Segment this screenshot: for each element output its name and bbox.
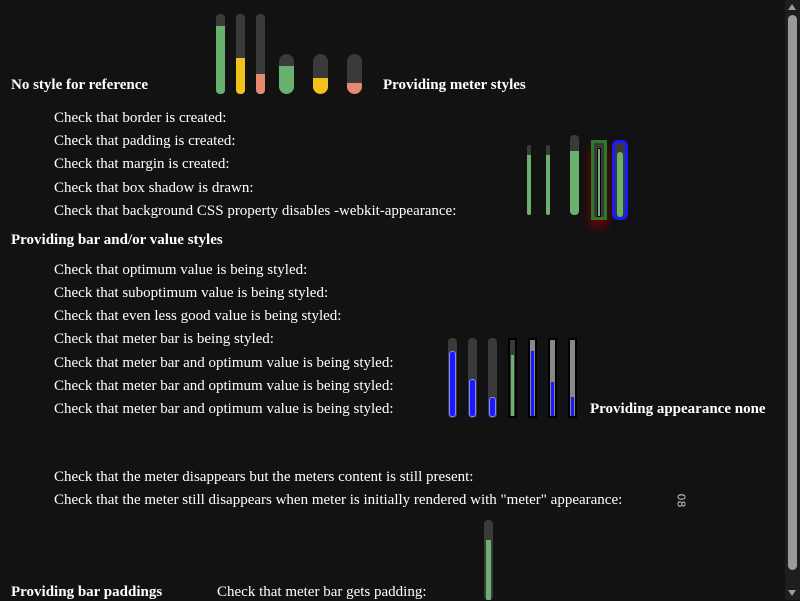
check-background: Check that background CSS property disab… bbox=[54, 203, 457, 219]
check-bar-padding: Check that meter bar gets padding: bbox=[217, 584, 427, 600]
heading-appearance-none: Providing appearance none bbox=[590, 401, 766, 417]
check-suboptimum: Check that suboptimum value is being sty… bbox=[54, 285, 329, 301]
check-meter-still-disappears: Check that the meter still disappears wh… bbox=[54, 492, 623, 508]
meter-padding bbox=[546, 145, 550, 215]
meter-margin bbox=[570, 135, 579, 215]
meter-bv-bar-optimum-1 bbox=[528, 338, 537, 418]
meter-bar-padding bbox=[484, 520, 493, 600]
meter-box-shadow bbox=[591, 140, 607, 220]
scroll-thumb[interactable] bbox=[788, 15, 797, 570]
meter-styled-suboptimum bbox=[313, 54, 328, 94]
heading-no-style: No style for reference bbox=[11, 77, 149, 93]
meter-bv-optimum bbox=[448, 338, 457, 418]
meter-content-text: 08 bbox=[674, 493, 688, 508]
check-meter-bar: Check that meter bar is being styled: bbox=[54, 331, 274, 347]
meter-reference-suboptimum bbox=[236, 14, 245, 94]
meter-bv-meter-bar bbox=[508, 338, 517, 418]
check-border: Check that border is created: bbox=[54, 110, 227, 126]
check-meter-bar-optimum-2: Check that meter bar and optimum value i… bbox=[54, 378, 394, 394]
scroll-up-arrow-icon[interactable] bbox=[788, 4, 796, 10]
vertical-scrollbar[interactable] bbox=[785, 0, 800, 600]
check-padding: Check that padding is created: bbox=[54, 133, 236, 149]
check-meter-bar-optimum-3: Check that meter bar and optimum value i… bbox=[54, 401, 394, 417]
meter-border bbox=[527, 145, 531, 215]
meter-reference-even-less-good bbox=[256, 14, 265, 94]
meter-styled-optimum bbox=[279, 54, 294, 94]
heading-bar-value-styles: Providing bar and/or value styles bbox=[11, 232, 223, 248]
meter-styled-even-less-good bbox=[347, 54, 362, 94]
scroll-down-arrow-icon[interactable] bbox=[788, 590, 796, 596]
meter-background bbox=[612, 140, 628, 220]
check-even-less-good: Check that even less good value is being… bbox=[54, 308, 342, 324]
check-meter-disappears: Check that the meter disappears but the … bbox=[54, 469, 474, 485]
check-box-shadow: Check that box shadow is drawn: bbox=[54, 180, 254, 196]
check-margin: Check that margin is created: bbox=[54, 156, 230, 172]
meter-bv-even-less-good bbox=[488, 338, 497, 418]
meter-bv-bar-optimum-2 bbox=[548, 338, 557, 418]
check-meter-bar-optimum-1: Check that meter bar and optimum value i… bbox=[54, 355, 394, 371]
heading-meter-styles: Providing meter styles bbox=[383, 77, 526, 93]
meter-bv-suboptimum bbox=[468, 338, 477, 418]
heading-bar-paddings: Providing bar paddings bbox=[11, 584, 163, 600]
check-optimum: Check that optimum value is being styled… bbox=[54, 262, 308, 278]
meter-bv-bar-optimum-3 bbox=[568, 338, 577, 418]
meter-reference-optimum bbox=[216, 14, 225, 94]
